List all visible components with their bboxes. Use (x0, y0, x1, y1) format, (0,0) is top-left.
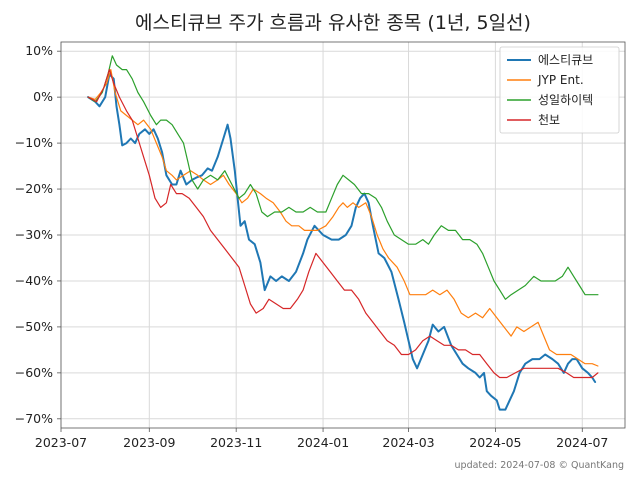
x-tick-label: 2023-11 (210, 435, 262, 450)
x-tick-label: 2024-01 (297, 435, 349, 450)
axis-ticks: 10% 0% −10% −20% −30% −40% −50% −60% −70% 2023-07… (15, 43, 609, 450)
y-tick-label: −70% (15, 411, 53, 426)
x-tick-label: 2024-05 (469, 435, 521, 450)
x-tick-label: 2023-09 (123, 435, 175, 450)
y-tick-label: 0% (33, 89, 53, 104)
series-line-2 (87, 69, 599, 367)
legend-label: 성일하이텍 (538, 93, 593, 107)
y-tick-label: −30% (15, 227, 53, 242)
y-tick-label: 10% (25, 43, 53, 58)
y-tick-label: −10% (15, 135, 53, 150)
y-tick-label: −20% (15, 181, 53, 196)
y-tick-label: −40% (15, 273, 53, 288)
x-tick-label: 2024-03 (382, 435, 434, 450)
chart-title: 에스티큐브 주가 흐름과 유사한 종목 (1년, 5일선) (135, 12, 531, 34)
legend-label: 천보 (538, 112, 560, 127)
series-line-3 (87, 55, 599, 300)
legend-box (499, 46, 620, 134)
series-lines (87, 55, 599, 411)
legend-label: 에스티큐브 (538, 53, 593, 67)
footer-credit: updated: 2024-07-08 © QuantKang (455, 460, 624, 471)
x-tick-label: 2023-07 (35, 435, 87, 450)
series-line-4 (87, 69, 599, 379)
legend-label: JYP Ent. (537, 73, 584, 87)
series-line-1 (87, 73, 597, 411)
y-tick-label: −50% (15, 319, 53, 334)
y-tick-label: −60% (15, 365, 53, 380)
x-tick-label: 2024-07 (556, 435, 608, 450)
